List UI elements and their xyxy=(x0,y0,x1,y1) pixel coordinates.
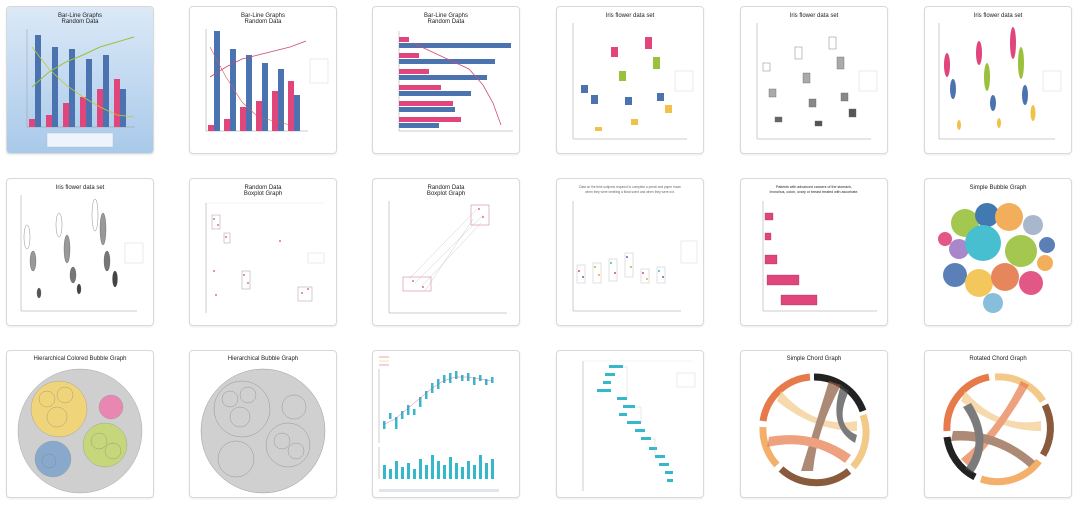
thumbnail-bar-line-white[interactable]: Bar-Line Graphs Random Data xyxy=(189,6,337,154)
thumb-title: Iris flower data set xyxy=(606,13,655,19)
bar-series-pink xyxy=(399,37,461,122)
thumb-title: Iris flower data set xyxy=(790,13,839,19)
bubbles xyxy=(17,368,143,494)
line-series xyxy=(412,42,502,126)
line-series-red xyxy=(209,46,291,126)
chord-ring xyxy=(759,373,870,487)
thumbnail-rotated-chord[interactable]: Rotated Chord Graph xyxy=(924,350,1072,498)
volume-bars xyxy=(383,455,494,479)
chords xyxy=(951,381,1041,473)
thumb-subtitle: when they were smelling a floral scent a… xyxy=(585,190,675,194)
thumbnail-random-boxplot-2[interactable]: Random Data Boxplot Graph xyxy=(372,178,520,326)
bar-series-pink xyxy=(29,79,120,127)
boxplot-boxes xyxy=(581,37,672,131)
thumbnail-simple-chord[interactable]: Simple Chord Graph xyxy=(740,350,888,498)
thumb-title: Patients with advanced cancers of the st… xyxy=(776,185,852,189)
line-series-olive xyxy=(31,46,135,118)
thumb-title: Random Data xyxy=(427,185,465,191)
thumb-subtitle: bronchus, colon, ovary or breast treated… xyxy=(770,190,859,194)
legend xyxy=(1042,70,1062,92)
boxplot-boxes xyxy=(764,212,818,306)
boxplot-boxes xyxy=(402,204,490,292)
thumbnail-iris-boxplot-gray[interactable]: Iris flower data set xyxy=(740,6,888,154)
boxplot-boxes xyxy=(576,252,666,284)
legend xyxy=(46,132,114,148)
legend xyxy=(124,242,144,264)
thumb-title: Simple Chord Graph xyxy=(787,356,842,362)
legend xyxy=(676,372,696,388)
legend xyxy=(309,58,329,84)
legend xyxy=(413,139,483,145)
thumbnail-bar-line-colored[interactable]: Bar-Line Graphs Random Data xyxy=(6,6,154,154)
jitter-points xyxy=(578,256,664,280)
legend xyxy=(379,356,389,366)
thumbnail-random-boxplot-1[interactable]: Random Data Boxplot Graph xyxy=(189,178,337,326)
thumb-title: Bar-Line Graphs xyxy=(241,13,285,19)
thumb-subtitle: Random Data xyxy=(61,19,99,25)
violin-shapes xyxy=(944,27,1036,130)
thumbnail-patients-boxplot[interactable]: Patients with advanced cancers of the st… xyxy=(740,178,888,326)
chords xyxy=(767,381,857,471)
thumb-title: Iris flower data set xyxy=(56,185,105,191)
bar-series-blue xyxy=(214,31,300,131)
thumb-subtitle: Boxplot Graph xyxy=(427,191,465,197)
thumb-title: Hierarchical Bubble Graph xyxy=(228,356,298,362)
thumbnail-candlestick[interactable] xyxy=(372,350,520,498)
thumb-title: Rotated Chord Graph xyxy=(969,356,1026,362)
thumb-title: Iris flower data set xyxy=(974,13,1023,19)
scatter-points xyxy=(412,208,484,288)
moving-average xyxy=(382,376,492,426)
thumb-title: Random Data xyxy=(244,185,282,191)
legend xyxy=(1049,481,1063,493)
legend xyxy=(858,70,878,92)
thumbnail-maze-jitter[interactable]: Data on the time subjects required to co… xyxy=(556,178,704,326)
chord-ring xyxy=(943,373,1054,486)
thumb-title: Data on the time subjects required to co… xyxy=(579,185,681,189)
bar-series-pink xyxy=(208,81,294,131)
connecting-lines xyxy=(408,208,484,292)
thumb-title: Bar-Line Graphs xyxy=(424,13,468,19)
thumb-title: Hierarchical Colored Bubble Graph xyxy=(33,356,126,362)
bar-series-blue xyxy=(399,43,511,128)
legend xyxy=(865,481,879,493)
bar-series-blue xyxy=(35,35,126,127)
violin-shapes xyxy=(23,198,118,299)
thumbnail-hier-colored-bubble[interactable]: Hierarchical Colored Bubble Graph xyxy=(6,350,154,498)
boxplot-boxes xyxy=(762,36,857,127)
thumbnail-hier-bubble[interactable]: Hierarchical Bubble Graph xyxy=(189,350,337,498)
thumb-title: Bar-Line Graphs xyxy=(58,13,102,19)
bubbles xyxy=(938,203,1055,313)
range-navigator xyxy=(379,489,499,492)
candles xyxy=(383,371,494,429)
thumb-subtitle: Random Data xyxy=(427,19,465,25)
thumbnail-simple-bubble[interactable]: Simple Bubble Graph xyxy=(924,178,1072,326)
legend xyxy=(674,70,694,92)
line-series-pink xyxy=(209,40,307,78)
legend xyxy=(680,240,698,264)
task-bars xyxy=(597,365,673,482)
thumbnail-bar-line-horizontal[interactable]: Bar-Line Graphs Random Data xyxy=(372,6,520,154)
bubbles xyxy=(200,368,326,494)
thumbnail-iris-violin-gray[interactable]: Iris flower data set xyxy=(6,178,154,326)
thumbnail-iris-violin-colored[interactable]: Iris flower data set xyxy=(924,6,1072,154)
line-series-green xyxy=(31,36,135,88)
thumb-subtitle: Random Data xyxy=(244,19,282,25)
connectors xyxy=(623,366,656,457)
thumbnail-iris-boxplot-colored[interactable]: Iris flower data set xyxy=(556,6,704,154)
thumb-title: Simple Bubble Graph xyxy=(969,185,1026,191)
legend xyxy=(307,252,325,264)
boxplot-boxes xyxy=(211,214,313,302)
scatter-points xyxy=(213,218,309,296)
thumbnail-timeline[interactable] xyxy=(556,350,704,498)
thumb-subtitle: Boxplot Graph xyxy=(244,191,282,197)
